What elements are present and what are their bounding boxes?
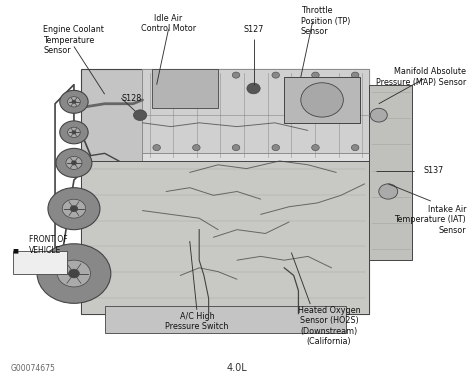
- Text: FRONT OF
VEHICLE: FRONT OF VEHICLE: [29, 235, 68, 255]
- Bar: [12, 250, 67, 273]
- Text: Idle Air
Control Motor: Idle Air Control Motor: [141, 14, 196, 33]
- Text: Throttle
Position (TP)
Sensor: Throttle Position (TP) Sensor: [301, 7, 350, 36]
- Circle shape: [134, 110, 147, 121]
- Circle shape: [71, 161, 77, 165]
- Circle shape: [272, 72, 280, 78]
- Polygon shape: [369, 85, 412, 260]
- Circle shape: [153, 144, 160, 151]
- Polygon shape: [143, 69, 369, 153]
- Circle shape: [56, 148, 92, 177]
- Circle shape: [351, 72, 359, 78]
- Circle shape: [232, 72, 240, 78]
- Circle shape: [72, 100, 76, 103]
- Text: G00074675: G00074675: [10, 364, 55, 373]
- Text: A/C High
Pressure Switch: A/C High Pressure Switch: [165, 312, 228, 331]
- Circle shape: [247, 83, 260, 94]
- Circle shape: [301, 83, 343, 117]
- Circle shape: [66, 156, 82, 169]
- Circle shape: [57, 260, 91, 287]
- Text: ■: ■: [12, 248, 18, 253]
- Circle shape: [68, 269, 80, 278]
- Circle shape: [68, 97, 80, 107]
- Text: 4.0L: 4.0L: [227, 363, 247, 373]
- Circle shape: [68, 127, 80, 137]
- Polygon shape: [81, 161, 369, 314]
- Polygon shape: [152, 69, 218, 108]
- Circle shape: [70, 206, 78, 212]
- Text: Heated Oxygen
Sensor (HO2S)
(Downstream)
(California): Heated Oxygen Sensor (HO2S) (Downstream)…: [298, 306, 360, 346]
- Circle shape: [60, 90, 88, 113]
- Polygon shape: [143, 69, 369, 161]
- Circle shape: [153, 72, 160, 78]
- Circle shape: [312, 72, 319, 78]
- Polygon shape: [81, 69, 369, 314]
- Circle shape: [37, 244, 111, 303]
- Circle shape: [48, 188, 100, 230]
- Circle shape: [192, 144, 200, 151]
- Circle shape: [272, 144, 280, 151]
- Text: Engine Coolant
Temperature
Sensor: Engine Coolant Temperature Sensor: [43, 26, 104, 55]
- Circle shape: [312, 144, 319, 151]
- Circle shape: [62, 199, 86, 218]
- Circle shape: [192, 72, 200, 78]
- Text: S127: S127: [243, 26, 264, 34]
- Text: Intake Air
Temperature (IAT)
Sensor: Intake Air Temperature (IAT) Sensor: [394, 205, 466, 235]
- Text: S137: S137: [424, 166, 444, 175]
- Polygon shape: [284, 77, 360, 123]
- Circle shape: [370, 108, 387, 122]
- Text: Manifold Absolute
Pressure (MAP) Sensor: Manifold Absolute Pressure (MAP) Sensor: [376, 67, 466, 87]
- Circle shape: [379, 184, 398, 199]
- Circle shape: [232, 144, 240, 151]
- Circle shape: [351, 144, 359, 151]
- Polygon shape: [105, 306, 346, 333]
- Circle shape: [60, 121, 88, 144]
- Text: S128: S128: [121, 93, 141, 103]
- Circle shape: [72, 131, 76, 134]
